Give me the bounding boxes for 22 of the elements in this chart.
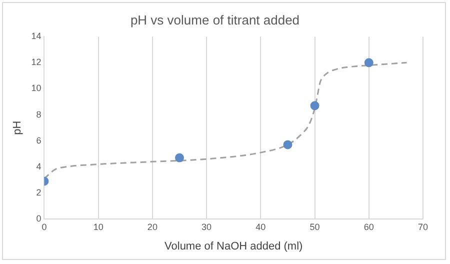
point xyxy=(283,140,292,150)
point xyxy=(174,153,184,162)
x-axis-title: Volume of NaOH added (ml) xyxy=(164,240,303,252)
y-tick-label: 10 xyxy=(31,83,42,94)
x-tick-label: 70 xyxy=(418,222,428,232)
x-tick-label: 50 xyxy=(310,222,320,232)
y-tick-label: 12 xyxy=(31,57,42,68)
x-tick-label: 30 xyxy=(202,222,212,232)
y-tick-label: 2 xyxy=(36,187,42,198)
y-tick-label: 4 xyxy=(36,161,42,172)
chart-title: pH vs volume of titrant added xyxy=(130,12,300,28)
y-tick-label: 0 xyxy=(36,213,42,224)
x-tick-label: 10 xyxy=(93,222,104,232)
point xyxy=(364,58,374,68)
y-tick-label: 8 xyxy=(36,109,42,120)
x-tick-label: 60 xyxy=(364,222,374,232)
y-axis-title: pH xyxy=(12,120,24,135)
x-tick-label: 20 xyxy=(147,222,158,232)
y-tick-label: 14 xyxy=(31,31,42,42)
x-tick-label: 40 xyxy=(256,222,266,232)
point xyxy=(310,101,320,110)
y-tick-label: 6 xyxy=(36,135,42,146)
